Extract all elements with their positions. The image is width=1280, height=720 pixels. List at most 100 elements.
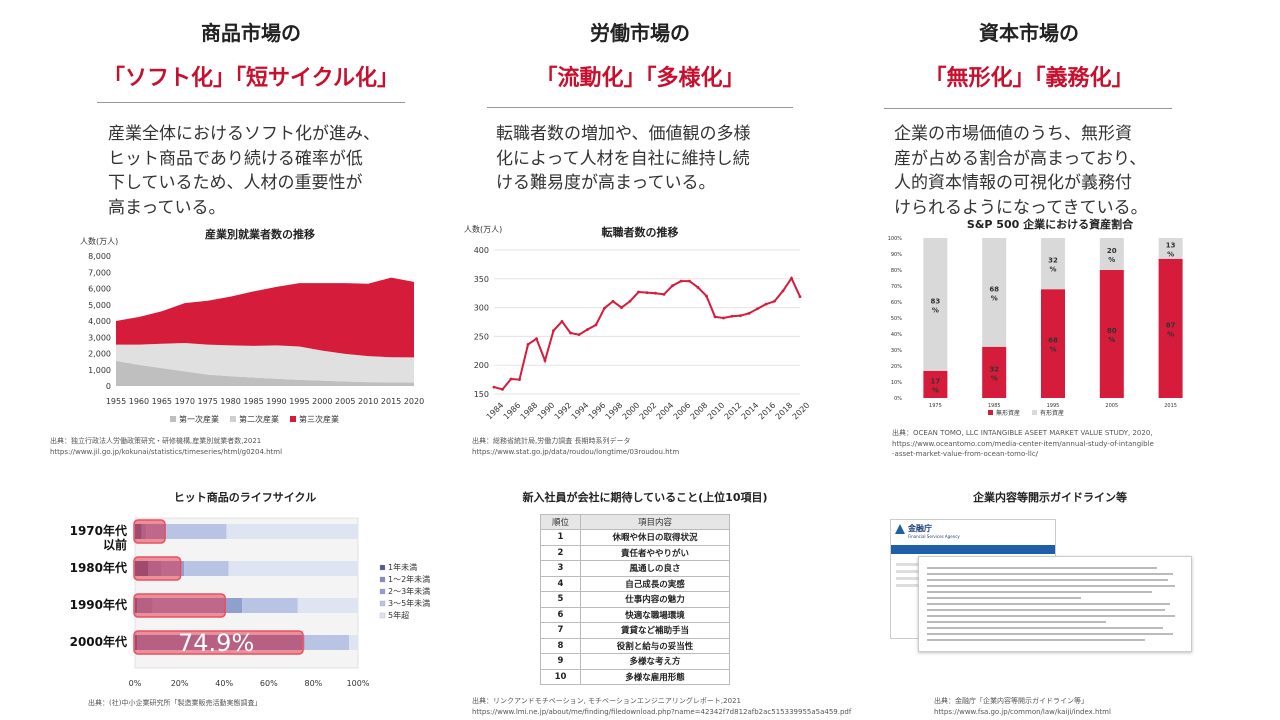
table-cell-item: 仕事内容の魅力: [580, 591, 730, 608]
table-cell-item: 自己成長の実感: [580, 575, 730, 592]
document-text-line: [927, 639, 1145, 641]
column-1-subtitle: 「ソフト化」「短サイクル化」: [103, 66, 399, 91]
stacked-bar-chart: 100%90%80%70%60%50%40%30%20%10%0% 17%83%…: [888, 236, 1183, 417]
area-x-tick: 1955: [106, 397, 126, 406]
line-series: [493, 276, 801, 391]
bar-pct-label: %: [932, 306, 939, 314]
area-y-tick: 5,000: [88, 301, 111, 310]
source-note-4: 出典：(社)中小企業研究所「製造業販売活動実態調査」: [88, 699, 262, 707]
table-row: 10 多様な雇用形態: [540, 668, 730, 685]
area-legend-label: 第三次産業: [299, 414, 339, 424]
line-point: [662, 292, 666, 296]
table-row: 7 賃貸など補助手当: [540, 622, 730, 639]
lifecycle-segment: [166, 524, 227, 539]
lifecycle-category-label: 1970年代: [70, 523, 127, 538]
line-point: [492, 385, 496, 389]
table-header-rank: 順位: [540, 514, 581, 530]
line-x-tick: 1994: [570, 401, 591, 422]
bar-y-tick: 50%: [891, 316, 902, 322]
line-point: [543, 359, 547, 362]
area-x-tick: 2015: [381, 397, 401, 406]
bar-x-tick: 1975: [929, 403, 942, 409]
line-x-tick: 2018: [774, 401, 795, 422]
bar-chart-title: S&P 500 企業における資産割合: [966, 218, 1134, 231]
area-y-tick: 3,000: [88, 333, 111, 342]
lifecycle-legend-swatch: [379, 588, 386, 595]
fsa-logo-text: 金融庁: [908, 524, 932, 533]
area-layer: [116, 360, 414, 386]
document-text-line: [927, 579, 1168, 581]
line-point: [509, 377, 513, 381]
bar-y-tick: 80%: [891, 268, 902, 274]
bar-pct-label: %: [1167, 250, 1174, 258]
lifecycle-x-tick: 60%: [260, 679, 278, 688]
bar-y-tick: 40%: [891, 332, 902, 338]
bar-segment: [1041, 238, 1065, 290]
document-text-line: [927, 603, 1171, 605]
table-cell-rank: 4: [540, 575, 581, 592]
column-2-divider: [487, 107, 793, 108]
line-point: [620, 306, 623, 309]
area-x-tick: 2005: [335, 397, 355, 406]
bar-y-tick: 60%: [891, 300, 902, 306]
area-chart-title: 産業別就業者数の推移: [205, 228, 315, 241]
fsa-logo-icon: [895, 523, 905, 534]
line-x-tick: 2004: [655, 401, 676, 422]
area-x-tick: 1970: [175, 397, 195, 406]
area-y-tick: 7,000: [88, 268, 111, 277]
lifecycle-legend-label: 1～2年未満: [388, 574, 430, 584]
lifecycle-category-label: 1990年代: [70, 597, 127, 612]
bar-segment: [1158, 258, 1183, 398]
bar-legend-label: 有形資産: [1040, 409, 1064, 417]
area-x-tick: 2000: [312, 397, 332, 406]
table-cell-rank: 7: [540, 622, 581, 639]
bar-value-label: 68: [1048, 337, 1058, 345]
column-2-description: 転職者数の増加や、価値観の多様 化によって人材を自社に維持し続 ける難易度が高ま…: [496, 124, 751, 194]
area-y-tick: 1,000: [88, 366, 111, 375]
table-row: 5 仕事内容の魅力: [540, 591, 730, 608]
column-1-divider: [97, 102, 405, 103]
bar-value-label: 32: [989, 365, 999, 373]
table-cell-rank: 9: [540, 653, 581, 670]
line-point: [637, 290, 640, 294]
lifecycle-category-label: 2000年代: [70, 634, 127, 649]
guideline-title: 企業内容等開示ガイドライン等: [973, 491, 1127, 504]
area-x-tick: 1985: [243, 397, 263, 406]
line-point: [688, 279, 691, 283]
fsa-nav-bar: [891, 545, 1055, 554]
line-point: [764, 302, 768, 306]
area-layer: [116, 277, 414, 358]
bar-value-label: 83: [931, 297, 941, 305]
table-cell-rank: 5: [540, 591, 581, 608]
area-chart: 人数(万人) 8,000 7,000 6,000 5,000 4,000 3,000 2,0…: [80, 236, 424, 424]
area-y-tick: 8,000: [88, 252, 111, 261]
bar-pct-label: %: [1108, 256, 1115, 264]
bar-segment: [1158, 238, 1183, 259]
bar-pct-label: %: [1108, 336, 1115, 344]
source-note-3: 出典：OCEAN TOMO, LLC INTANGIBLE ASEET MARK…: [892, 429, 1154, 458]
line-point: [671, 284, 674, 288]
lifecycle-highlight: [133, 630, 304, 655]
line-point: [560, 320, 564, 323]
line-point: [739, 314, 742, 318]
bar-value-label: 17: [931, 377, 941, 385]
line-point: [696, 286, 700, 289]
document-text-line: [927, 615, 1176, 617]
line-y-tick: 250: [474, 332, 489, 341]
table-cell-item: 風通しの良さ: [580, 560, 730, 577]
line-point: [611, 299, 615, 303]
area-y-tick: 2,000: [88, 350, 111, 359]
line-point: [713, 315, 717, 319]
lifecycle-x-tick: 40%: [215, 679, 233, 688]
bar-legend-swatch: [988, 410, 993, 415]
source-note-2: 出典：総務省統計局,労働力調査 長期時系列データ https://www.sta…: [472, 437, 680, 456]
lifecycle-highlight-label: 74.9%: [178, 629, 254, 657]
lifecycle-segment: [304, 635, 350, 650]
line-point: [577, 333, 581, 337]
lifecycle-x-tick: 80%: [305, 679, 323, 688]
area-x-tick: 1960: [129, 397, 149, 406]
area-x-tick: 1965: [152, 397, 172, 406]
column-3-description: 企業の市場価値のうち、無形資 産が占める割合が高まっており、 人的資本情報の可視…: [894, 124, 1148, 218]
lifecycle-highlight: [133, 593, 226, 618]
